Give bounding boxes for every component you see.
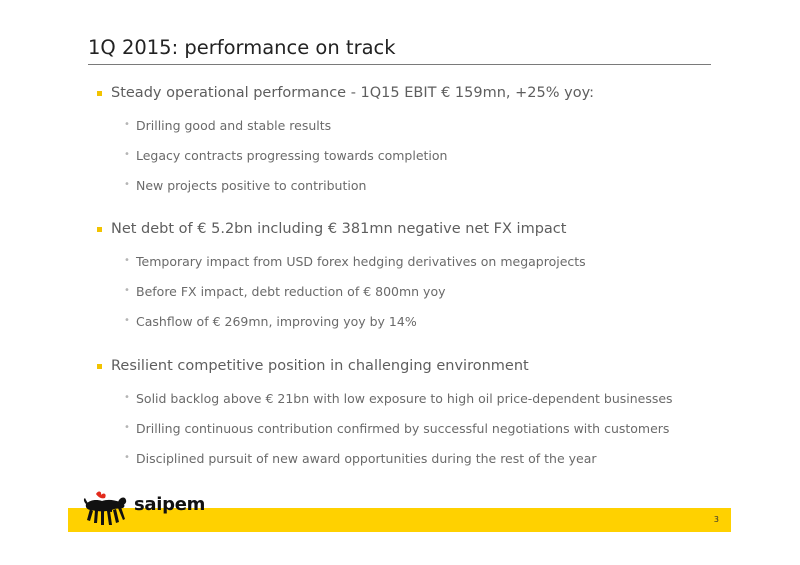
sub-bullet-text: Drilling continuous contribution confirm… — [136, 421, 670, 436]
slide-title: 1Q 2015: performance on track — [88, 36, 396, 59]
sub-bullet-text: Legacy contracts progressing towards com… — [136, 148, 448, 163]
bullet-dot-icon: • — [124, 285, 130, 296]
bullet-dot-icon: • — [124, 392, 130, 403]
sub-bullet-text: Before FX impact, debt reduction of € 80… — [136, 284, 446, 299]
bullet-square-icon — [97, 364, 102, 369]
bullet-dot-icon: • — [124, 119, 130, 130]
footer-bar: 3 — [68, 508, 731, 532]
bullet-square-icon — [97, 91, 102, 96]
bullet-dot-icon: • — [124, 452, 130, 463]
sub-bullet-text: Temporary impact from USD forex hedging … — [136, 254, 586, 269]
bullet-dot-icon: • — [124, 422, 130, 433]
title-divider — [88, 64, 711, 65]
bullet-square-icon — [97, 227, 102, 232]
sub-bullet-text: New projects positive to contribution — [136, 178, 367, 193]
page-number: 3 — [713, 515, 719, 524]
sub-bullet-text: Cashflow of € 269mn, improving yoy by 14… — [136, 314, 417, 329]
sub-bullet-text: Disciplined pursuit of new award opportu… — [136, 451, 597, 466]
sub-bullet-text: Solid backlog above € 21bn with low expo… — [136, 391, 673, 406]
bullet-heading-text: Resilient competitive position in challe… — [111, 358, 529, 374]
bullet-dot-icon: • — [124, 179, 130, 190]
bullet-dot-icon: • — [124, 315, 130, 326]
bullet-list: Steady operational performance - 1Q15 EB… — [97, 85, 673, 466]
bullet-heading-text: Net debt of € 5.2bn including € 381mn ne… — [111, 221, 567, 237]
saipem-logo: saipem — [82, 490, 232, 530]
logo-wordmark: saipem — [134, 494, 206, 515]
bullet-dot-icon: • — [124, 149, 130, 160]
six-legged-dog-icon — [83, 491, 127, 525]
bullet-dot-icon: • — [124, 255, 130, 266]
sub-bullet-text: Drilling good and stable results — [136, 118, 332, 133]
bullet-heading-text: Steady operational performance - 1Q15 EB… — [111, 85, 594, 101]
